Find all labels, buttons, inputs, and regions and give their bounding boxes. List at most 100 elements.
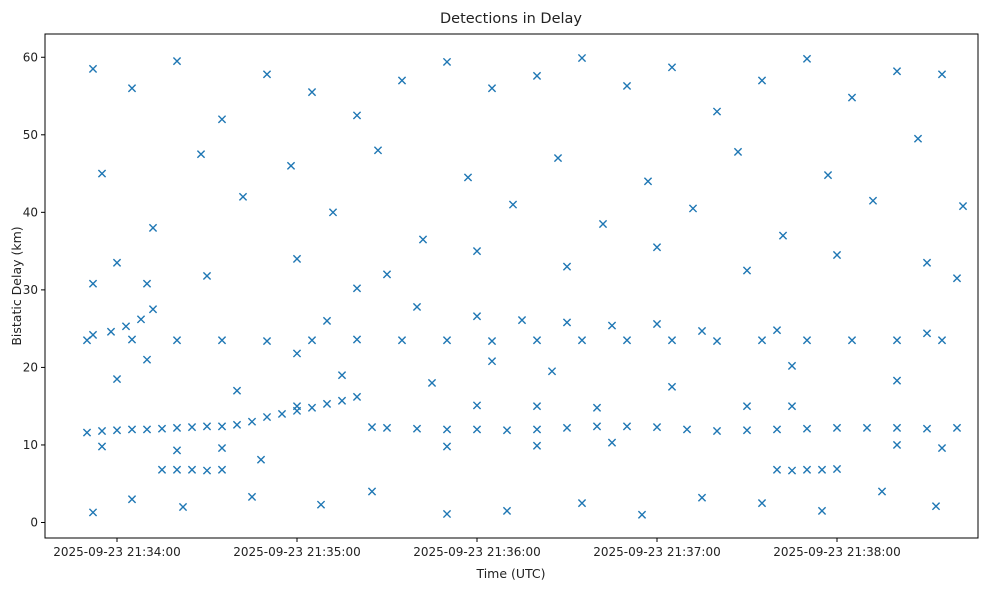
y-tick-label: 40 (23, 205, 38, 219)
data-point-x-marker (682, 425, 692, 434)
data-point-x-marker (931, 502, 941, 511)
y-tick-label: 30 (23, 283, 38, 297)
x-tick-label: 2025-09-23 21:37:00 (593, 545, 720, 559)
data-point-x-marker (952, 423, 962, 432)
data-point-x-marker (532, 441, 542, 450)
data-point-x-marker (127, 495, 137, 504)
x-tick-label: 2025-09-23 21:35:00 (233, 545, 360, 559)
data-point-x-marker (892, 440, 902, 450)
data-point-x-marker (667, 63, 677, 72)
data-point-x-marker (697, 326, 707, 336)
data-point-x-marker (937, 443, 947, 453)
x-tick-label: 2025-09-23 21:38:00 (773, 545, 900, 559)
data-point-x-marker (712, 107, 722, 116)
y-tick-label: 20 (23, 360, 38, 374)
data-point-x-marker (463, 173, 473, 182)
data-point-x-marker (643, 177, 653, 186)
data-point-x-marker (217, 443, 227, 453)
data-point-x-marker (922, 329, 932, 338)
data-point-x-marker (742, 266, 752, 275)
data-point-x-marker (622, 422, 632, 431)
data-point-x-marker (472, 247, 482, 256)
data-point-x-marker (127, 335, 137, 344)
data-point-x-marker (172, 336, 182, 345)
y-tick-label: 10 (23, 438, 38, 452)
data-point-x-marker (97, 426, 107, 436)
data-point-x-marker (652, 319, 662, 329)
data-point-x-marker (802, 465, 812, 474)
data-point-x-marker (178, 502, 188, 512)
data-point-x-marker (148, 223, 158, 232)
x-axis-label: Time (UTC) (475, 566, 545, 581)
data-point-x-marker (187, 465, 197, 474)
data-point-x-marker (487, 84, 497, 93)
data-point-x-marker (142, 355, 152, 364)
data-point-x-marker (892, 67, 902, 76)
data-point-x-marker (337, 396, 347, 405)
data-point-x-marker (277, 409, 287, 419)
y-tick-label: 60 (23, 50, 38, 64)
data-point-x-marker (418, 235, 428, 244)
data-point-x-marker (508, 200, 518, 209)
data-point-x-marker (697, 493, 707, 502)
data-point-x-marker (121, 322, 131, 331)
data-point-x-marker (472, 401, 482, 410)
data-point-x-marker (622, 336, 632, 345)
data-point-x-marker (292, 349, 302, 358)
data-point-x-marker (532, 71, 542, 80)
data-point-x-marker (112, 258, 122, 267)
data-point-x-marker (442, 442, 452, 451)
data-point-x-marker (382, 423, 392, 432)
data-point-x-marker (157, 465, 167, 474)
data-point-x-marker (757, 499, 767, 508)
data-point-x-marker (412, 424, 422, 433)
data-point-x-marker (742, 402, 752, 411)
data-point-x-marker (817, 465, 827, 474)
data-point-x-marker (553, 153, 563, 163)
data-point-x-marker (577, 336, 587, 345)
data-point-x-marker (787, 402, 797, 411)
data-point-x-marker (892, 336, 902, 345)
data-point-x-marker (847, 336, 857, 345)
data-point-x-marker (832, 464, 842, 474)
data-point-x-marker (823, 171, 833, 180)
data-point-x-marker (217, 336, 227, 345)
data-point-x-marker (688, 204, 698, 213)
data-point-x-marker (82, 428, 92, 437)
data-point-x-marker (142, 425, 152, 434)
data-point-x-marker (88, 508, 98, 517)
data-point-x-marker (106, 327, 116, 336)
data-point-x-marker (922, 258, 932, 267)
data-point-x-marker (322, 399, 332, 408)
data-point-x-marker (262, 336, 272, 346)
data-point-x-marker (442, 425, 452, 434)
data-point-x-marker (316, 500, 326, 509)
data-point-x-marker (262, 70, 272, 79)
data-point-x-marker (337, 371, 347, 380)
data-point-x-marker (787, 466, 797, 475)
data-point-x-marker (112, 426, 122, 435)
data-point-x-marker (88, 64, 98, 73)
data-point-x-marker (532, 336, 542, 345)
data-point-x-marker (757, 76, 767, 85)
data-point-x-marker (88, 330, 98, 339)
data-point-x-marker (148, 305, 158, 314)
data-point-x-marker (517, 316, 527, 325)
data-point-x-marker (487, 336, 497, 346)
data-point-x-marker (772, 465, 782, 474)
data-point-x-marker (142, 279, 152, 288)
data-point-x-marker (742, 426, 752, 435)
data-point-x-marker (292, 254, 302, 263)
data-point-x-marker (547, 367, 557, 376)
data-point-x-marker (502, 426, 512, 435)
y-tick-label: 0 (30, 515, 38, 529)
data-point-x-marker (172, 57, 182, 66)
data-point-x-marker (592, 422, 602, 431)
data-point-x-marker (382, 270, 392, 279)
data-point-x-marker (247, 492, 257, 501)
data-point-x-marker (952, 274, 962, 283)
data-point-x-marker (937, 70, 947, 79)
data-point-x-marker (598, 219, 608, 229)
data-point-x-marker (187, 423, 197, 432)
data-point-x-marker (787, 361, 797, 370)
